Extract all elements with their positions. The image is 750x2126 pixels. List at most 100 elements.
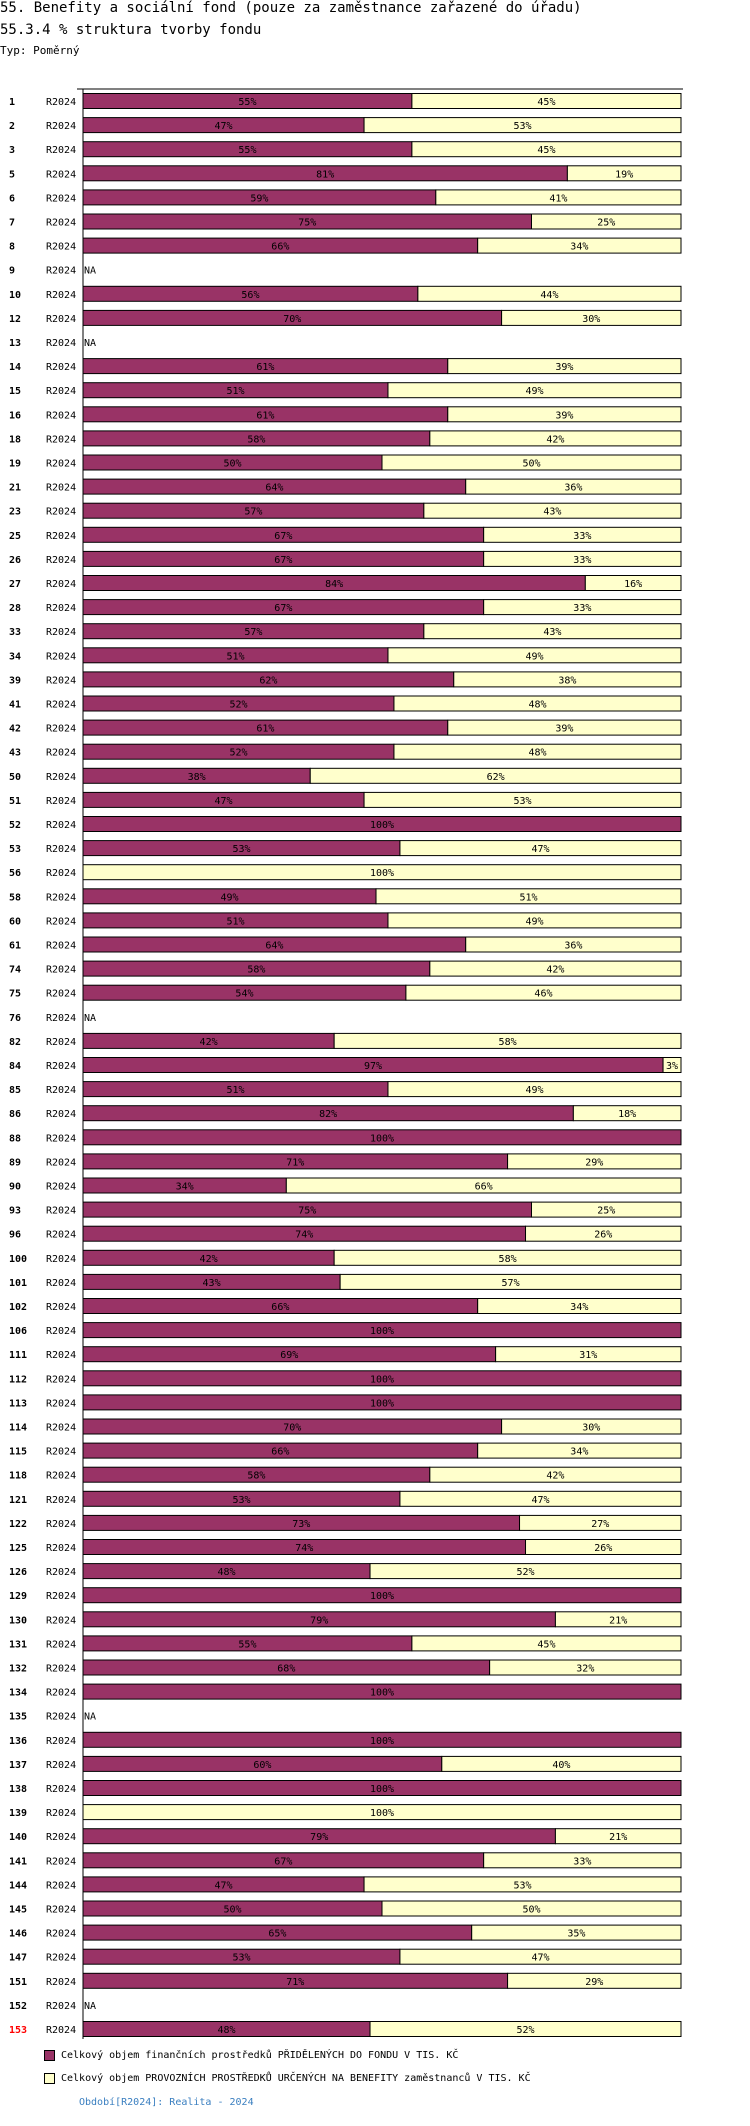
bar-seg2-126 (369, 1563, 682, 1580)
period-label-151: R2024 (46, 1977, 76, 1988)
row-label-114: 114 (9, 1423, 27, 1434)
row-label-85: 85 (9, 1085, 21, 1096)
row-label-84: 84 (9, 1061, 21, 1072)
bar-seg2-8 (477, 237, 682, 254)
period-label-115: R2024 (46, 1447, 76, 1458)
bar-label2-7: 25% (597, 218, 615, 229)
bar-label1-144: 47% (214, 1880, 232, 1891)
row-label-23: 23 (9, 507, 21, 518)
bar-label2-85: 49% (525, 1085, 543, 1096)
bar-seg2-101 (339, 1273, 682, 1290)
row-label-15: 15 (9, 386, 21, 397)
bar-label1-18: 58% (247, 434, 265, 445)
row-label-58: 58 (9, 892, 21, 903)
period-label-58: R2024 (46, 892, 76, 903)
period-label-138: R2024 (46, 1784, 76, 1795)
period-link[interactable]: Období[R2024]: Realita - 2024 (79, 2097, 254, 2108)
bar-seg2-145 (381, 1900, 682, 1917)
bar-label2-84: 3% (666, 1061, 678, 1072)
period-label-34: R2024 (46, 651, 76, 662)
bar-label1-16: 61% (256, 410, 274, 421)
period-label-130: R2024 (46, 1615, 76, 1626)
period-label-125: R2024 (46, 1543, 76, 1554)
bar-label2-12: 30% (582, 314, 600, 325)
bar-seg2-1 (411, 93, 682, 109)
na-label-13: NA (84, 338, 96, 349)
row-label-145: 145 (9, 1905, 27, 1916)
period-label-8: R2024 (46, 242, 76, 253)
bar-seg2-3 (411, 141, 682, 158)
row-label-101: 101 (9, 1278, 27, 1289)
period-label-21: R2024 (46, 483, 76, 494)
row-label-102: 102 (9, 1302, 27, 1313)
bar-label2-3: 45% (537, 145, 555, 156)
bar-label1-21: 64% (265, 483, 283, 494)
bar-seg1-129 (82, 1587, 682, 1604)
bar-label2-10: 44% (540, 290, 558, 301)
bar-label2-6: 41% (549, 193, 567, 204)
period-label-25: R2024 (46, 531, 76, 542)
bar-label1-60: 51% (226, 916, 244, 927)
bar-seg2-50 (309, 767, 682, 784)
bar-seg1-134 (82, 1683, 682, 1700)
period-label-12: R2024 (46, 314, 76, 325)
row-label-43: 43 (9, 748, 21, 759)
bar-seg2-141 (483, 1852, 682, 1869)
bar-label2-153: 52% (516, 2025, 534, 2036)
bar-seg2-151 (507, 1972, 682, 1989)
bar-label1-102: 66% (271, 1302, 289, 1313)
period-label-118: R2024 (46, 1471, 76, 1482)
bar-seg2-12 (501, 309, 682, 326)
row-label-93: 93 (9, 1206, 21, 1217)
bar-label1-10: 56% (241, 290, 259, 301)
bar-label2-89: 29% (585, 1157, 603, 1168)
bar-label1-153: 48% (217, 2025, 235, 2036)
bar-label2-53: 47% (531, 844, 549, 855)
period-label-50: R2024 (46, 772, 76, 783)
period-label-18: R2024 (46, 434, 76, 445)
bar-seg2-130 (554, 1611, 682, 1628)
bar-label1-75: 54% (235, 989, 253, 1000)
row-label-132: 132 (9, 1664, 27, 1675)
row-label-135: 135 (9, 1712, 27, 1723)
period-label-14: R2024 (46, 362, 76, 373)
bar-seg2-10 (417, 285, 682, 302)
bar-seg2-89 (507, 1153, 682, 1170)
bar-label2-137: 40% (552, 1760, 570, 1771)
row-label-138: 138 (9, 1784, 27, 1795)
row-label-130: 130 (9, 1615, 27, 1626)
period-label-74: R2024 (46, 965, 76, 976)
period-label-60: R2024 (46, 916, 76, 927)
bar-label1-50: 38% (188, 772, 206, 783)
row-label-60: 60 (9, 916, 21, 927)
bar-label2-126: 52% (516, 1567, 534, 1578)
bar-label2-27: 16% (624, 579, 642, 590)
bar-label2-51: 53% (513, 796, 531, 807)
bar-seg1-52 (82, 816, 682, 832)
bar-label2-33: 43% (543, 627, 561, 638)
bar-label1-26: 67% (274, 555, 292, 566)
bar-label1-137: 60% (253, 1760, 271, 1771)
bar-label1-147: 53% (232, 1953, 250, 1964)
bar-label1-100: 42% (200, 1254, 218, 1265)
row-label-147: 147 (9, 1953, 27, 1964)
bar-seg2-140 (554, 1828, 682, 1845)
bar-label2-15: 49% (525, 386, 543, 397)
period-label-93: R2024 (46, 1206, 76, 1217)
bar-label2-131: 45% (537, 1639, 555, 1650)
row-label-18: 18 (9, 434, 21, 445)
bar-label2-43: 48% (528, 748, 546, 759)
row-label-96: 96 (9, 1230, 21, 1241)
row-label-7: 7 (9, 218, 15, 229)
bar-label1-129: 100% (370, 1591, 394, 1602)
bar-seg2-18 (429, 430, 682, 447)
period-label-140: R2024 (46, 1832, 76, 1843)
bar-seg2-111 (495, 1346, 682, 1363)
row-label-56: 56 (9, 868, 21, 879)
period-label-23: R2024 (46, 507, 76, 518)
period-label-51: R2024 (46, 796, 76, 807)
bar-label1-3: 55% (238, 145, 256, 156)
bar-seg2-102 (477, 1298, 682, 1314)
bar-label1-43: 52% (229, 748, 247, 759)
bar-seg2-115 (477, 1442, 682, 1459)
